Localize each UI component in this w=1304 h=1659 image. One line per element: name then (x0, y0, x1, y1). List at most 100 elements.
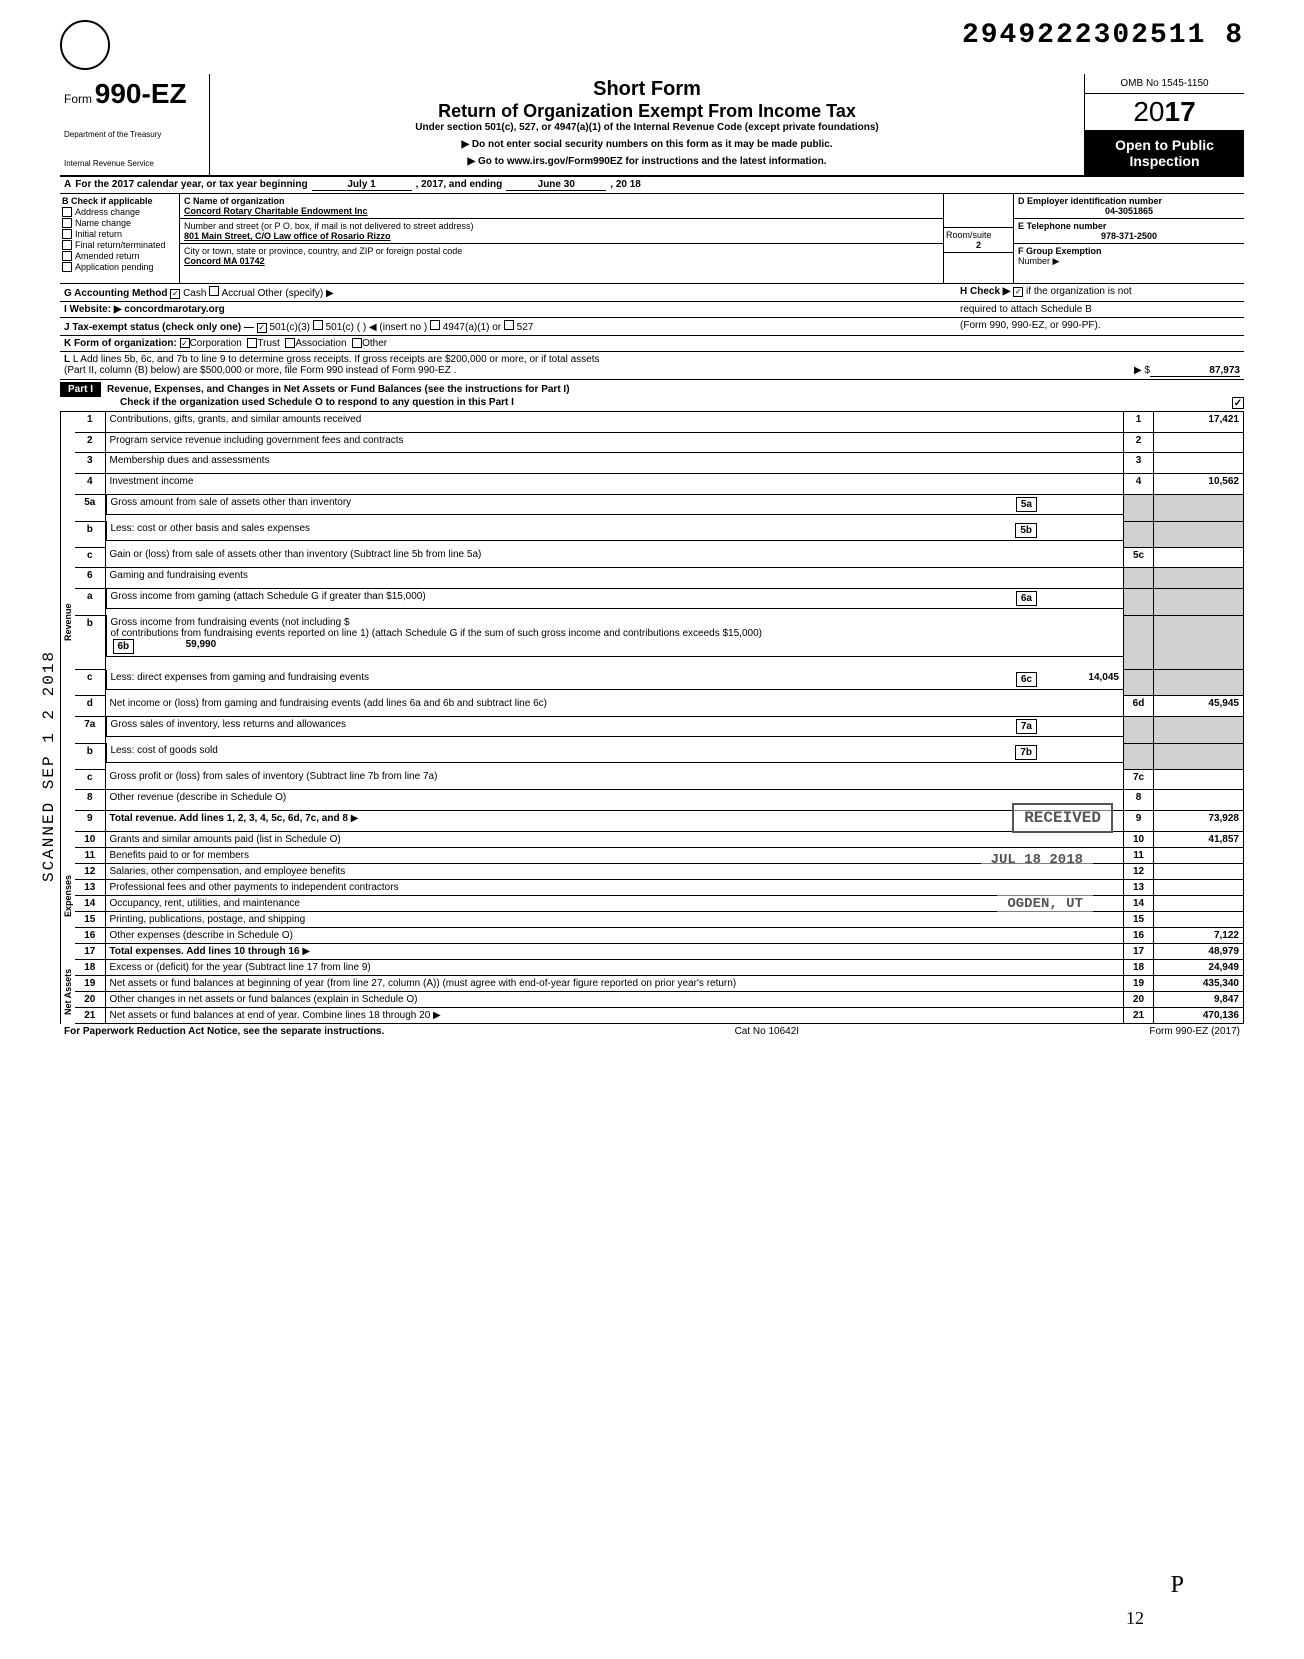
chk-schedule-b[interactable]: ✓ (1013, 287, 1023, 297)
label-tax-status: J Tax-exempt status (check only one) — (64, 322, 254, 333)
line-9-amt: 73,928 (1154, 811, 1244, 832)
line-12-text: Salaries, other compensation, and employ… (110, 866, 346, 877)
line-6d-amt: 45,945 (1154, 696, 1244, 717)
label-org-name: C Name of organization (184, 196, 939, 206)
row-g-h: G Accounting Method ✓ Cash Accrual Other… (60, 284, 1244, 302)
label-phone: E Telephone number (1018, 221, 1240, 231)
footer-left: For Paperwork Reduction Act Notice, see … (64, 1026, 384, 1037)
page-number: 12 (1126, 1608, 1144, 1629)
line-18-text: Excess or (deficit) for the year (Subtra… (110, 962, 371, 973)
line-7b-text: Less: cost of goods sold (111, 745, 1014, 760)
chk-cash[interactable]: ✓ (170, 289, 180, 299)
entity-info-block: B Check if applicable Address change Nam… (60, 194, 1244, 284)
line-13-text: Professional fees and other payments to … (110, 882, 399, 893)
room-value: 2 (946, 240, 1011, 250)
chk-accrual[interactable] (209, 286, 219, 296)
h-line2: required to attach Schedule B (960, 304, 1240, 315)
line-9-text: Total revenue. Add lines 1, 2, 3, 4, 5c,… (110, 813, 348, 824)
line-15-text: Printing, publications, postage, and shi… (110, 914, 306, 925)
line-17-text: Total expenses. Add lines 10 through 16 (110, 946, 300, 957)
footer: For Paperwork Reduction Act Notice, see … (60, 1024, 1244, 1039)
label-room: Room/suite (946, 230, 1011, 240)
line-6d-text: Net income or (loss) from gaming and fun… (110, 698, 547, 709)
row-a-text: For the 2017 calendar year, or tax year … (75, 179, 307, 191)
line-2-text: Program service revenue including govern… (110, 435, 404, 446)
line-7a-text: Gross sales of inventory, less returns a… (111, 719, 1014, 734)
chk-final-return[interactable]: Final return/terminated (62, 240, 177, 250)
line-6b-text2: of contributions from fundraising events… (111, 628, 1120, 639)
form-header: Form 990-EZ Department of the Treasury I… (60, 74, 1244, 177)
line-6a-text: Gross income from gaming (attach Schedul… (111, 591, 1014, 606)
tax-year: 2017 (1085, 94, 1244, 131)
line-14-text: Occupancy, rent, utilities, and maintena… (110, 898, 300, 909)
line-1-amt: 17,421 (1154, 412, 1244, 432)
chk-address-change[interactable]: Address change (62, 207, 177, 217)
label-a: A (64, 179, 71, 191)
footer-right: Form 990-EZ (2017) (1149, 1026, 1240, 1037)
omb-number: OMB No 1545-1150 (1085, 74, 1244, 94)
row-l: L L Add lines 5b, 6c, and 7b to line 9 t… (60, 352, 1244, 380)
line-5a-text: Gross amount from sale of assets other t… (111, 497, 1014, 512)
line-20-text: Other changes in net assets or fund bala… (110, 994, 418, 1005)
chk-501c3[interactable]: ✓ (257, 323, 267, 333)
label-other-method: Other (specify) ▶ (258, 288, 334, 299)
line-21-text: Net assets or fund balances at end of ye… (110, 1010, 431, 1021)
line-4-text: Investment income (110, 476, 194, 487)
label-group-number: Number ▶ (1018, 256, 1059, 266)
row-i: I Website: ▶ concordmarotary.org require… (60, 302, 1244, 318)
chk-initial-return[interactable]: Initial return (62, 229, 177, 239)
chk-name-change[interactable]: Name change (62, 218, 177, 228)
chk-assoc[interactable] (285, 338, 295, 348)
line-19-text: Net assets or fund balances at beginning… (110, 978, 737, 989)
website: concordmarotary.org (124, 304, 224, 315)
line-8-text: Other revenue (describe in Schedule O) (110, 792, 287, 803)
chk-pending[interactable]: Application pending (62, 262, 177, 272)
address: 801 Main Street, C/O Law office of Rosar… (184, 231, 939, 241)
dept-irs: Internal Revenue Service (64, 159, 205, 168)
col-b-header: B Check if applicable (62, 196, 177, 206)
form-prefix: Form (64, 92, 92, 106)
ein: 04-3051865 (1018, 206, 1240, 216)
city: Concord MA 01742 (184, 256, 939, 266)
end-date: June 30 (506, 179, 606, 191)
row-k: K Form of organization: ✓ Corporation Tr… (60, 336, 1244, 352)
chk-501c[interactable] (313, 320, 323, 330)
open-to-public: Open to Public Inspection (1085, 131, 1244, 175)
received-stamp: RECEIVED (1012, 803, 1113, 833)
ogden-stamp: OGDEN, UT (997, 892, 1093, 916)
line-4-amt: 10,562 (1154, 474, 1244, 495)
short-form-label: Short Form (218, 78, 1076, 101)
chk-527[interactable] (504, 320, 514, 330)
instruction-2: ▶ Go to www.irs.gov/Form990EZ for instru… (218, 156, 1076, 167)
chk-corp[interactable]: ✓ (180, 338, 190, 348)
revenue-section: Revenue 1Contributions, gifts, grants, a… (60, 412, 1244, 832)
row-j: J Tax-exempt status (check only one) — ✓… (60, 318, 1244, 336)
chk-other-org[interactable] (352, 338, 362, 348)
return-title: Return of Organization Exempt From Incom… (218, 101, 1076, 122)
row-a-mid: , 2017, and ending (416, 179, 503, 191)
l-text2: (Part II, column (B) below) are $500,000… (64, 365, 456, 377)
revenue-label: Revenue (60, 412, 75, 832)
part-1-label: Part I (60, 382, 101, 397)
irs-seal-icon (60, 20, 110, 70)
line-6c-amt: 14,045 (1039, 672, 1119, 687)
chk-4947[interactable] (430, 320, 440, 330)
dln-number: 2949222302511 8 (962, 20, 1244, 51)
line-20-amt: 9,847 (1154, 992, 1244, 1008)
line-1-text: Contributions, gifts, grants, and simila… (110, 414, 362, 425)
subtitle: Under section 501(c), 527, or 4947(a)(1)… (218, 122, 1076, 133)
label-city: City or town, state or province, country… (184, 246, 939, 256)
line-6c-text: Less: direct expenses from gaming and fu… (111, 672, 1014, 687)
chk-schedule-o[interactable]: ✓ (1232, 397, 1244, 409)
label-website: I Website: ▶ (64, 304, 122, 315)
row-a-tax-year: A For the 2017 calendar year, or tax yea… (60, 177, 1244, 194)
line-5b-text: Less: cost or other basis and sales expe… (111, 523, 1014, 538)
label-form-org: K Form of organization: (64, 338, 177, 349)
chk-trust[interactable] (247, 338, 257, 348)
signature-mark: P (1171, 1572, 1184, 1599)
line-18-amt: 24,949 (1154, 960, 1244, 976)
row-a-year: , 20 18 (610, 179, 641, 191)
label-ein: D Employer identification number (1018, 196, 1240, 206)
part-1-header: Part I Revenue, Expenses, and Changes in… (60, 380, 1244, 412)
chk-amended[interactable]: Amended return (62, 251, 177, 261)
